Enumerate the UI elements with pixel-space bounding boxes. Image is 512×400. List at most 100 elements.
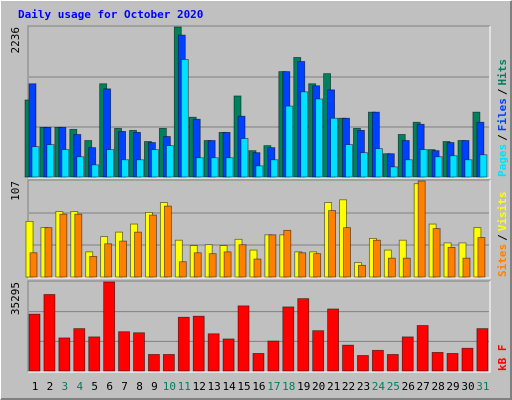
bar <box>163 205 172 278</box>
bar <box>315 98 324 178</box>
bar <box>240 138 249 178</box>
bar <box>31 146 40 178</box>
x-tick-label: 15 <box>237 380 250 393</box>
bar <box>103 281 116 372</box>
bar <box>357 355 369 372</box>
y-tick-label: 35295 <box>9 282 22 315</box>
bar <box>283 229 292 278</box>
bar <box>73 328 86 372</box>
bar <box>193 252 202 278</box>
bar <box>58 337 71 372</box>
bar <box>449 155 458 178</box>
x-tick-label: 7 <box>121 380 128 393</box>
y-tick-label: 2236 <box>9 27 22 54</box>
bar <box>298 252 307 278</box>
panel-border-light <box>28 281 491 373</box>
legend: kB F <box>496 345 509 372</box>
bar <box>29 252 38 278</box>
x-tick-label: 28 <box>431 380 444 393</box>
x-tick-label: 20 <box>312 380 325 393</box>
bar <box>313 253 322 278</box>
bar <box>104 243 113 278</box>
bar <box>387 257 396 278</box>
x-tick-label: 6 <box>106 380 113 393</box>
panel-border-dark <box>27 280 490 372</box>
bar <box>476 328 489 372</box>
x-tick-label: 13 <box>208 380 221 393</box>
bar <box>25 220 34 278</box>
bar <box>461 347 474 372</box>
panel-border-light <box>28 26 491 179</box>
bar <box>89 255 98 278</box>
bar <box>174 239 183 278</box>
x-tick-label: 8 <box>136 380 143 393</box>
x-tick-label: 5 <box>91 380 98 393</box>
bar <box>327 308 340 372</box>
bar <box>178 261 187 278</box>
bar <box>61 149 70 178</box>
bar <box>464 159 473 178</box>
legend-entry: Pages <box>496 144 509 177</box>
bar <box>177 316 190 372</box>
bar <box>28 313 41 372</box>
bar <box>88 336 101 372</box>
legend-separator: / <box>496 234 509 241</box>
bar <box>119 240 127 278</box>
bar <box>282 306 295 372</box>
panel-border-light <box>28 180 491 279</box>
legend: Pages / Files / Hits <box>496 59 509 177</box>
legend-separator: / <box>496 88 509 95</box>
bar <box>237 305 250 372</box>
bar <box>118 331 130 372</box>
bar <box>297 298 310 372</box>
bar <box>46 144 55 178</box>
bar <box>165 145 174 178</box>
bar <box>447 246 456 278</box>
bar <box>360 152 368 178</box>
chart-title: Daily usage for October 2020 <box>18 8 203 21</box>
x-tick-label: 11 <box>178 380 191 393</box>
bar <box>434 156 443 178</box>
x-tick-label: 16 <box>252 380 265 393</box>
bar <box>419 149 428 178</box>
x-tick-label: 2 <box>47 380 54 393</box>
bar <box>106 149 115 178</box>
bar <box>404 159 413 178</box>
x-tick-label: 29 <box>446 380 459 393</box>
bar <box>151 149 159 178</box>
bar <box>255 165 264 178</box>
bar <box>432 228 441 278</box>
bar <box>330 117 339 178</box>
legend-entry: kB F <box>496 345 509 372</box>
x-tick-label: 12 <box>193 380 206 393</box>
x-tick-label: 1 <box>32 380 39 393</box>
x-tick-label: 27 <box>417 380 430 393</box>
bar <box>312 330 325 372</box>
x-tick-label: 14 <box>222 380 236 393</box>
bar <box>416 325 429 372</box>
x-tick-label: 30 <box>461 380 474 393</box>
x-tick-label: 18 <box>282 380 295 393</box>
bar <box>133 332 145 372</box>
bar <box>223 251 232 278</box>
bar <box>328 210 337 278</box>
x-tick-label: 21 <box>327 380 340 393</box>
x-tick-label: 26 <box>402 380 415 393</box>
bar <box>136 159 144 178</box>
bar <box>225 157 234 178</box>
bar <box>74 213 83 278</box>
legend-entry: Sites <box>496 244 509 277</box>
bar <box>389 166 398 178</box>
bar <box>267 340 280 372</box>
bar <box>59 213 68 278</box>
x-tick-label: 10 <box>163 380 176 393</box>
bar <box>462 257 471 278</box>
bar <box>479 154 488 178</box>
legend-separator: / <box>496 134 509 141</box>
legend-entry: Visits <box>496 192 509 232</box>
legend-entry: Hits <box>496 59 509 86</box>
bar <box>300 91 309 178</box>
bar <box>44 227 53 278</box>
bar <box>91 164 100 178</box>
